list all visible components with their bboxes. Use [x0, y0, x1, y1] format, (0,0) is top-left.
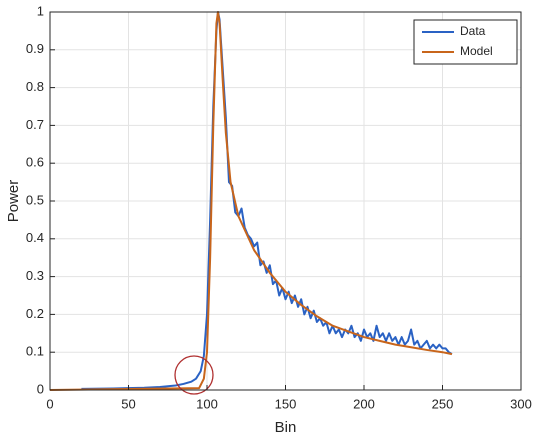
y-tick-label: 0.3	[26, 268, 44, 283]
y-tick-label: 0.2	[26, 306, 44, 321]
x-tick-label: 250	[432, 396, 454, 411]
legend-box	[413, 19, 518, 65]
ticks: 0 50 100 150 200 250 300 0 0.1 0.2 0.3 0.4 0.5 0.6 0.7…	[26, 3, 532, 411]
x-tick-label: 200	[353, 396, 375, 411]
legend-label: Data	[460, 24, 486, 38]
x-tick-label: 100	[196, 396, 218, 411]
lines	[49, 11, 453, 391]
x-axis-label: Bin	[275, 419, 297, 436]
y-tick-label: 0.1	[26, 344, 44, 359]
y-tick-label: 0.7	[26, 117, 44, 132]
x-tick-label: 50	[121, 396, 135, 411]
y-tick-label: 0.8	[26, 79, 44, 94]
legend: Data Model	[413, 19, 518, 65]
y-axis-label: Power	[5, 180, 22, 223]
x-tick-label: 0	[46, 396, 53, 411]
legend-label: Model	[460, 44, 493, 58]
y-tick-label: 1	[37, 3, 44, 18]
x-tick-label: 150	[275, 396, 297, 411]
x-tick-label: 300	[510, 396, 532, 411]
highlight-circle	[174, 355, 214, 395]
y-tick-label: 0.6	[26, 155, 44, 170]
y-tick-label: 0	[37, 381, 44, 396]
y-tick-label: 0.5	[26, 192, 44, 207]
data-line	[49, 11, 453, 391]
y-tick-label: 0.9	[26, 41, 44, 56]
y-tick-label: 0.4	[26, 230, 44, 245]
